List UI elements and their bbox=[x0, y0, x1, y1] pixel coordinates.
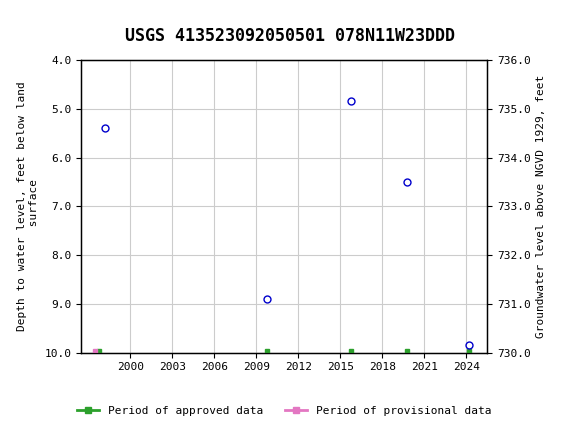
FancyBboxPatch shape bbox=[14, 4, 67, 43]
FancyBboxPatch shape bbox=[23, 4, 61, 41]
Text: ≡: ≡ bbox=[12, 12, 30, 33]
Legend: Period of approved data, Period of provisional data: Period of approved data, Period of provi… bbox=[72, 401, 496, 420]
Text: USGS: USGS bbox=[67, 14, 118, 31]
Y-axis label: Depth to water level, feet below land
 surface: Depth to water level, feet below land su… bbox=[17, 82, 39, 331]
Text: USGS 413523092050501 078N11W23DDD: USGS 413523092050501 078N11W23DDD bbox=[125, 27, 455, 45]
Y-axis label: Groundwater level above NGVD 1929, feet: Groundwater level above NGVD 1929, feet bbox=[536, 75, 546, 338]
